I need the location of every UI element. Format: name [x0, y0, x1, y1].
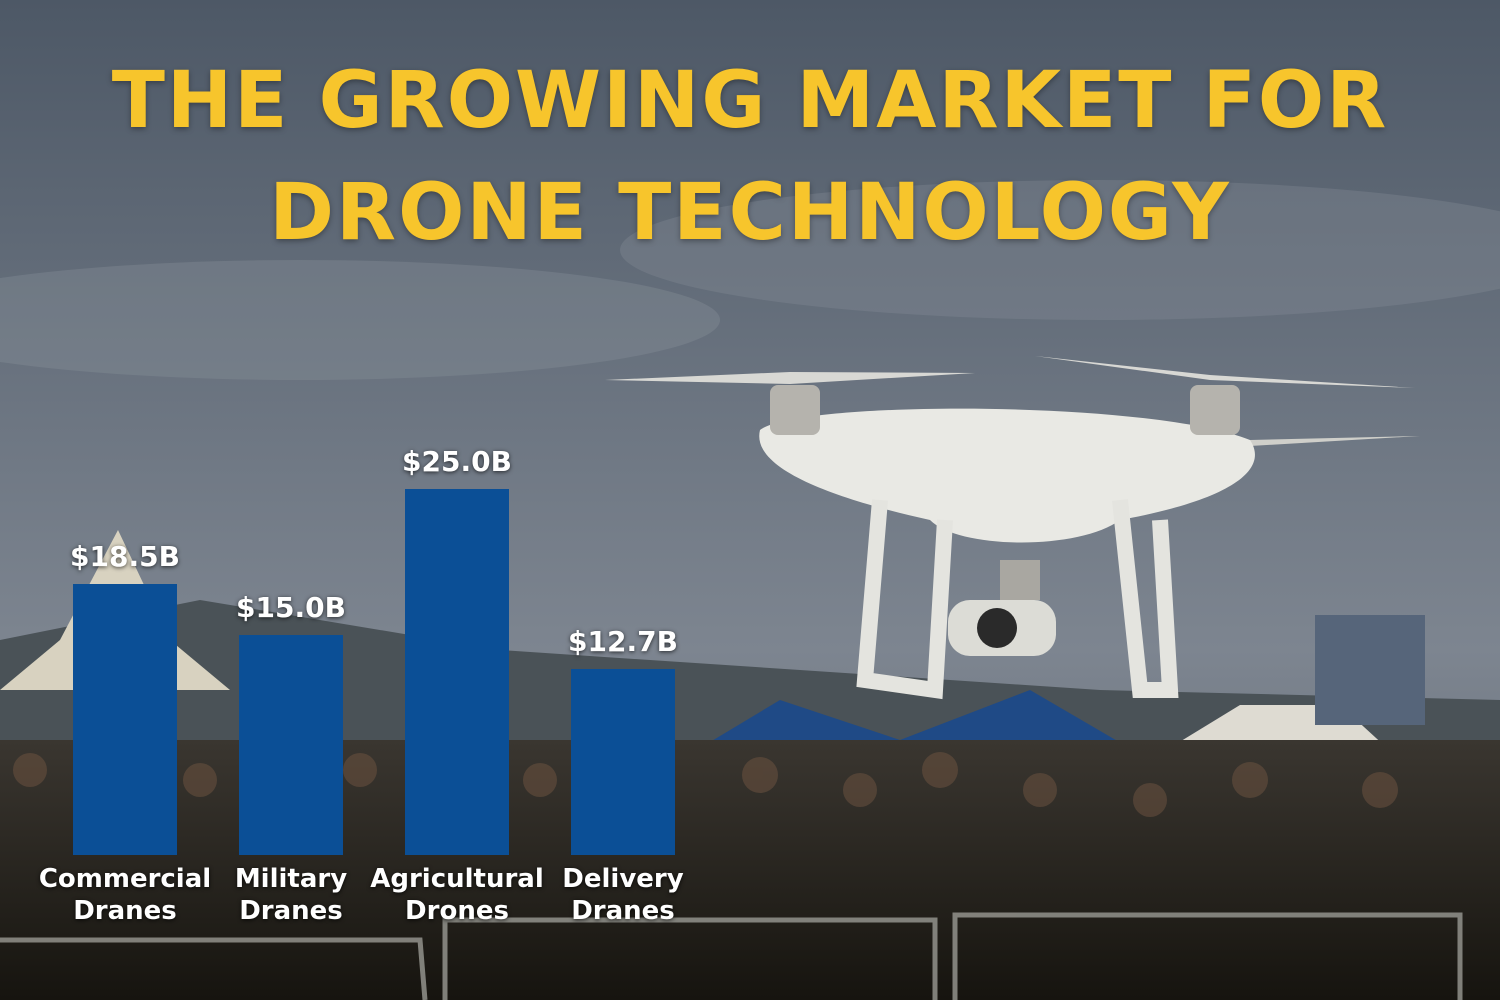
value-label: $25.0B — [402, 445, 512, 478]
bar — [239, 635, 343, 855]
category-label: Agricultural Drones — [370, 864, 544, 926]
value-label: $18.5B — [70, 540, 180, 574]
category-label: Military Dranes — [234, 864, 348, 926]
drone — [605, 356, 1420, 700]
category-label: Commercial Dranes — [38, 864, 212, 926]
bar — [73, 584, 177, 855]
bar — [405, 489, 509, 855]
chart-title: THE GROWING MARKET FOR DRONE TECHNOLOGY — [111, 56, 1389, 258]
bar — [571, 669, 675, 855]
value-label: $12.7B — [568, 625, 678, 659]
value-label: $15.0B — [236, 591, 346, 625]
category-label: Delivery Dranes — [562, 864, 684, 926]
